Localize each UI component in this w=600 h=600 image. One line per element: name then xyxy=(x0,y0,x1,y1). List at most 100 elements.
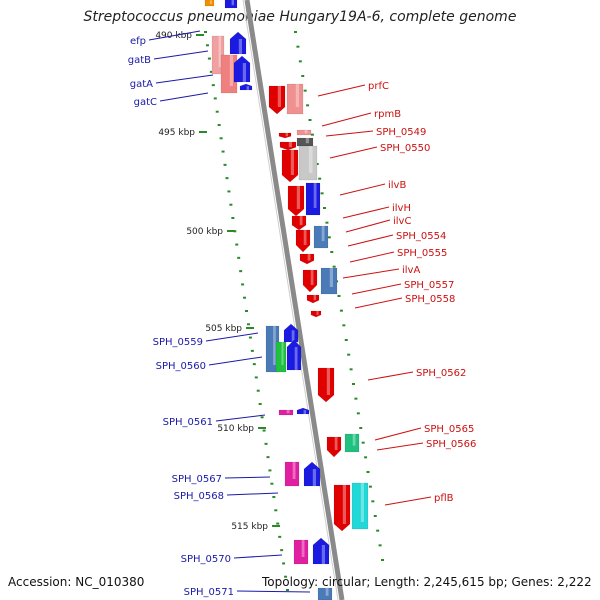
right-label-line xyxy=(351,283,402,295)
right-label-line xyxy=(374,427,422,441)
left-label-line xyxy=(148,30,201,41)
right-label-sph_0550: SPH_0550 xyxy=(380,143,430,154)
gene-gatC xyxy=(239,83,253,91)
gene-sph0549 xyxy=(278,132,292,139)
right-label-sph_0558: SPH_0558 xyxy=(405,294,455,305)
gene-sph0558b xyxy=(310,310,322,318)
right-label-ilvc: ilvC xyxy=(393,216,411,227)
gene-gatA-blue-shine xyxy=(242,63,246,82)
left-label-line xyxy=(236,590,311,593)
left-label-sph_0568: SPH_0568 xyxy=(174,491,224,502)
gene-gatA-blue xyxy=(233,55,251,83)
gene-sph0570b xyxy=(312,537,330,565)
gene-sph0550-red-shine xyxy=(288,142,292,148)
right-label-line xyxy=(384,496,432,506)
gene-sph0565-shine xyxy=(334,437,338,450)
gene-sph0571-shine xyxy=(325,588,329,596)
gene-sph0560-green-shine xyxy=(281,342,284,365)
gene-prfC-b-shine xyxy=(295,84,299,107)
gene-sph0557 xyxy=(302,269,318,293)
gene-sph0561b xyxy=(296,407,310,415)
left-label-line xyxy=(208,356,263,366)
topology-summary: Topology: circular; Length: 2,245,615 bp… xyxy=(262,575,592,589)
gene-sph0550-shine xyxy=(308,146,313,173)
gene-sph0570 xyxy=(293,539,309,565)
accession-text: Accession: NC_010380 xyxy=(8,575,145,589)
gene-sph0567 xyxy=(284,461,300,487)
gene-rpmB xyxy=(296,129,312,136)
gene-sph0555-shine xyxy=(307,254,311,261)
gene-sph0571 xyxy=(317,587,333,600)
left-label-line xyxy=(159,92,209,102)
right-label-sph_0565: SPH_0565 xyxy=(424,424,474,435)
gene-sph0550 xyxy=(298,145,318,181)
left-label-line xyxy=(155,74,214,84)
right-label-sph_0557: SPH_0557 xyxy=(404,280,454,291)
gene-ilvC-shine xyxy=(299,216,303,226)
right-label-line xyxy=(367,371,414,381)
right-label-sph_0555: SPH_0555 xyxy=(397,248,447,259)
gene-ilvB-shine xyxy=(290,150,294,175)
gene-sph0558-shine xyxy=(313,295,316,301)
tick-label: 500 kbp xyxy=(186,227,223,237)
gene-orange-shine xyxy=(209,0,212,4)
gene-sph0559-shine xyxy=(273,326,276,365)
gene-sph0570b-shine xyxy=(321,545,325,564)
gene-sph0567-shine xyxy=(292,462,296,479)
right-label-sph_0549: SPH_0549 xyxy=(376,127,426,138)
gene-sph0566 xyxy=(344,433,360,453)
left-label-sph_0570: SPH_0570 xyxy=(181,554,231,565)
gene-efp-shine xyxy=(218,36,221,67)
gene-ilvC xyxy=(291,215,307,231)
left-label-line xyxy=(205,332,259,342)
right-label-ilvb: ilvB xyxy=(388,180,406,191)
gene-sph0555 xyxy=(299,253,315,265)
left-label-sph_0559: SPH_0559 xyxy=(153,337,203,348)
tick-label: 495 kbp xyxy=(158,128,195,138)
left-label-sph_0567: SPH_0567 xyxy=(172,474,222,485)
gene-ilvH-blue-shine xyxy=(313,183,317,208)
gene-prfC-a-shine xyxy=(277,86,281,107)
gene-sph0561-shine xyxy=(286,410,290,414)
gene-pflB-cyan xyxy=(351,482,369,530)
gene-sph0561 xyxy=(278,409,294,416)
gene-sph0560 xyxy=(286,339,302,371)
gene-sph0558 xyxy=(306,294,320,304)
tick-label: 510 kbp xyxy=(217,424,254,434)
gene-prfC-b xyxy=(286,83,304,115)
left-label-line xyxy=(215,414,266,422)
right-label-line xyxy=(342,268,400,279)
left-label-gata: gatA xyxy=(130,79,153,90)
map-title: Streptococcus pneumoniae Hungary19A-6, c… xyxy=(83,9,517,25)
gene-ilvH-shine xyxy=(296,186,300,209)
right-label-line xyxy=(376,442,424,451)
right-label-pflb: pflB xyxy=(434,493,454,504)
gene-sph0568-shine xyxy=(312,469,316,486)
gene-orange xyxy=(204,0,215,7)
left-label-efp: efp xyxy=(130,36,146,47)
right-label-ilvh: ilvH xyxy=(392,203,411,214)
gene-sph0554-shine xyxy=(303,230,307,245)
right-label-sph_0566: SPH_0566 xyxy=(426,439,476,450)
gene-gatB xyxy=(229,31,247,55)
gene-ilvA-blue xyxy=(320,267,338,295)
gene-ilvH xyxy=(287,185,305,217)
left-label-sph_0571: SPH_0571 xyxy=(184,587,234,598)
gene-sph0554 xyxy=(295,229,311,253)
gene-blue-top xyxy=(224,0,238,9)
right-label-line xyxy=(354,297,403,309)
gene-ilvC-blue xyxy=(313,225,329,249)
gene-pflB-cyan-shine xyxy=(360,483,364,522)
left-label-line xyxy=(153,50,209,60)
right-label-line xyxy=(329,146,378,159)
gene-pflB xyxy=(333,484,351,532)
gene-rpmB-shine xyxy=(304,130,308,134)
right-label-line xyxy=(349,251,395,263)
right-label-line xyxy=(347,234,394,247)
gene-sph0565 xyxy=(326,436,342,458)
right-label-line xyxy=(339,183,386,196)
gene-gatA xyxy=(220,54,238,94)
right-label-prfc: prfC xyxy=(368,81,389,92)
left-label-gatc: gatC xyxy=(134,97,157,108)
